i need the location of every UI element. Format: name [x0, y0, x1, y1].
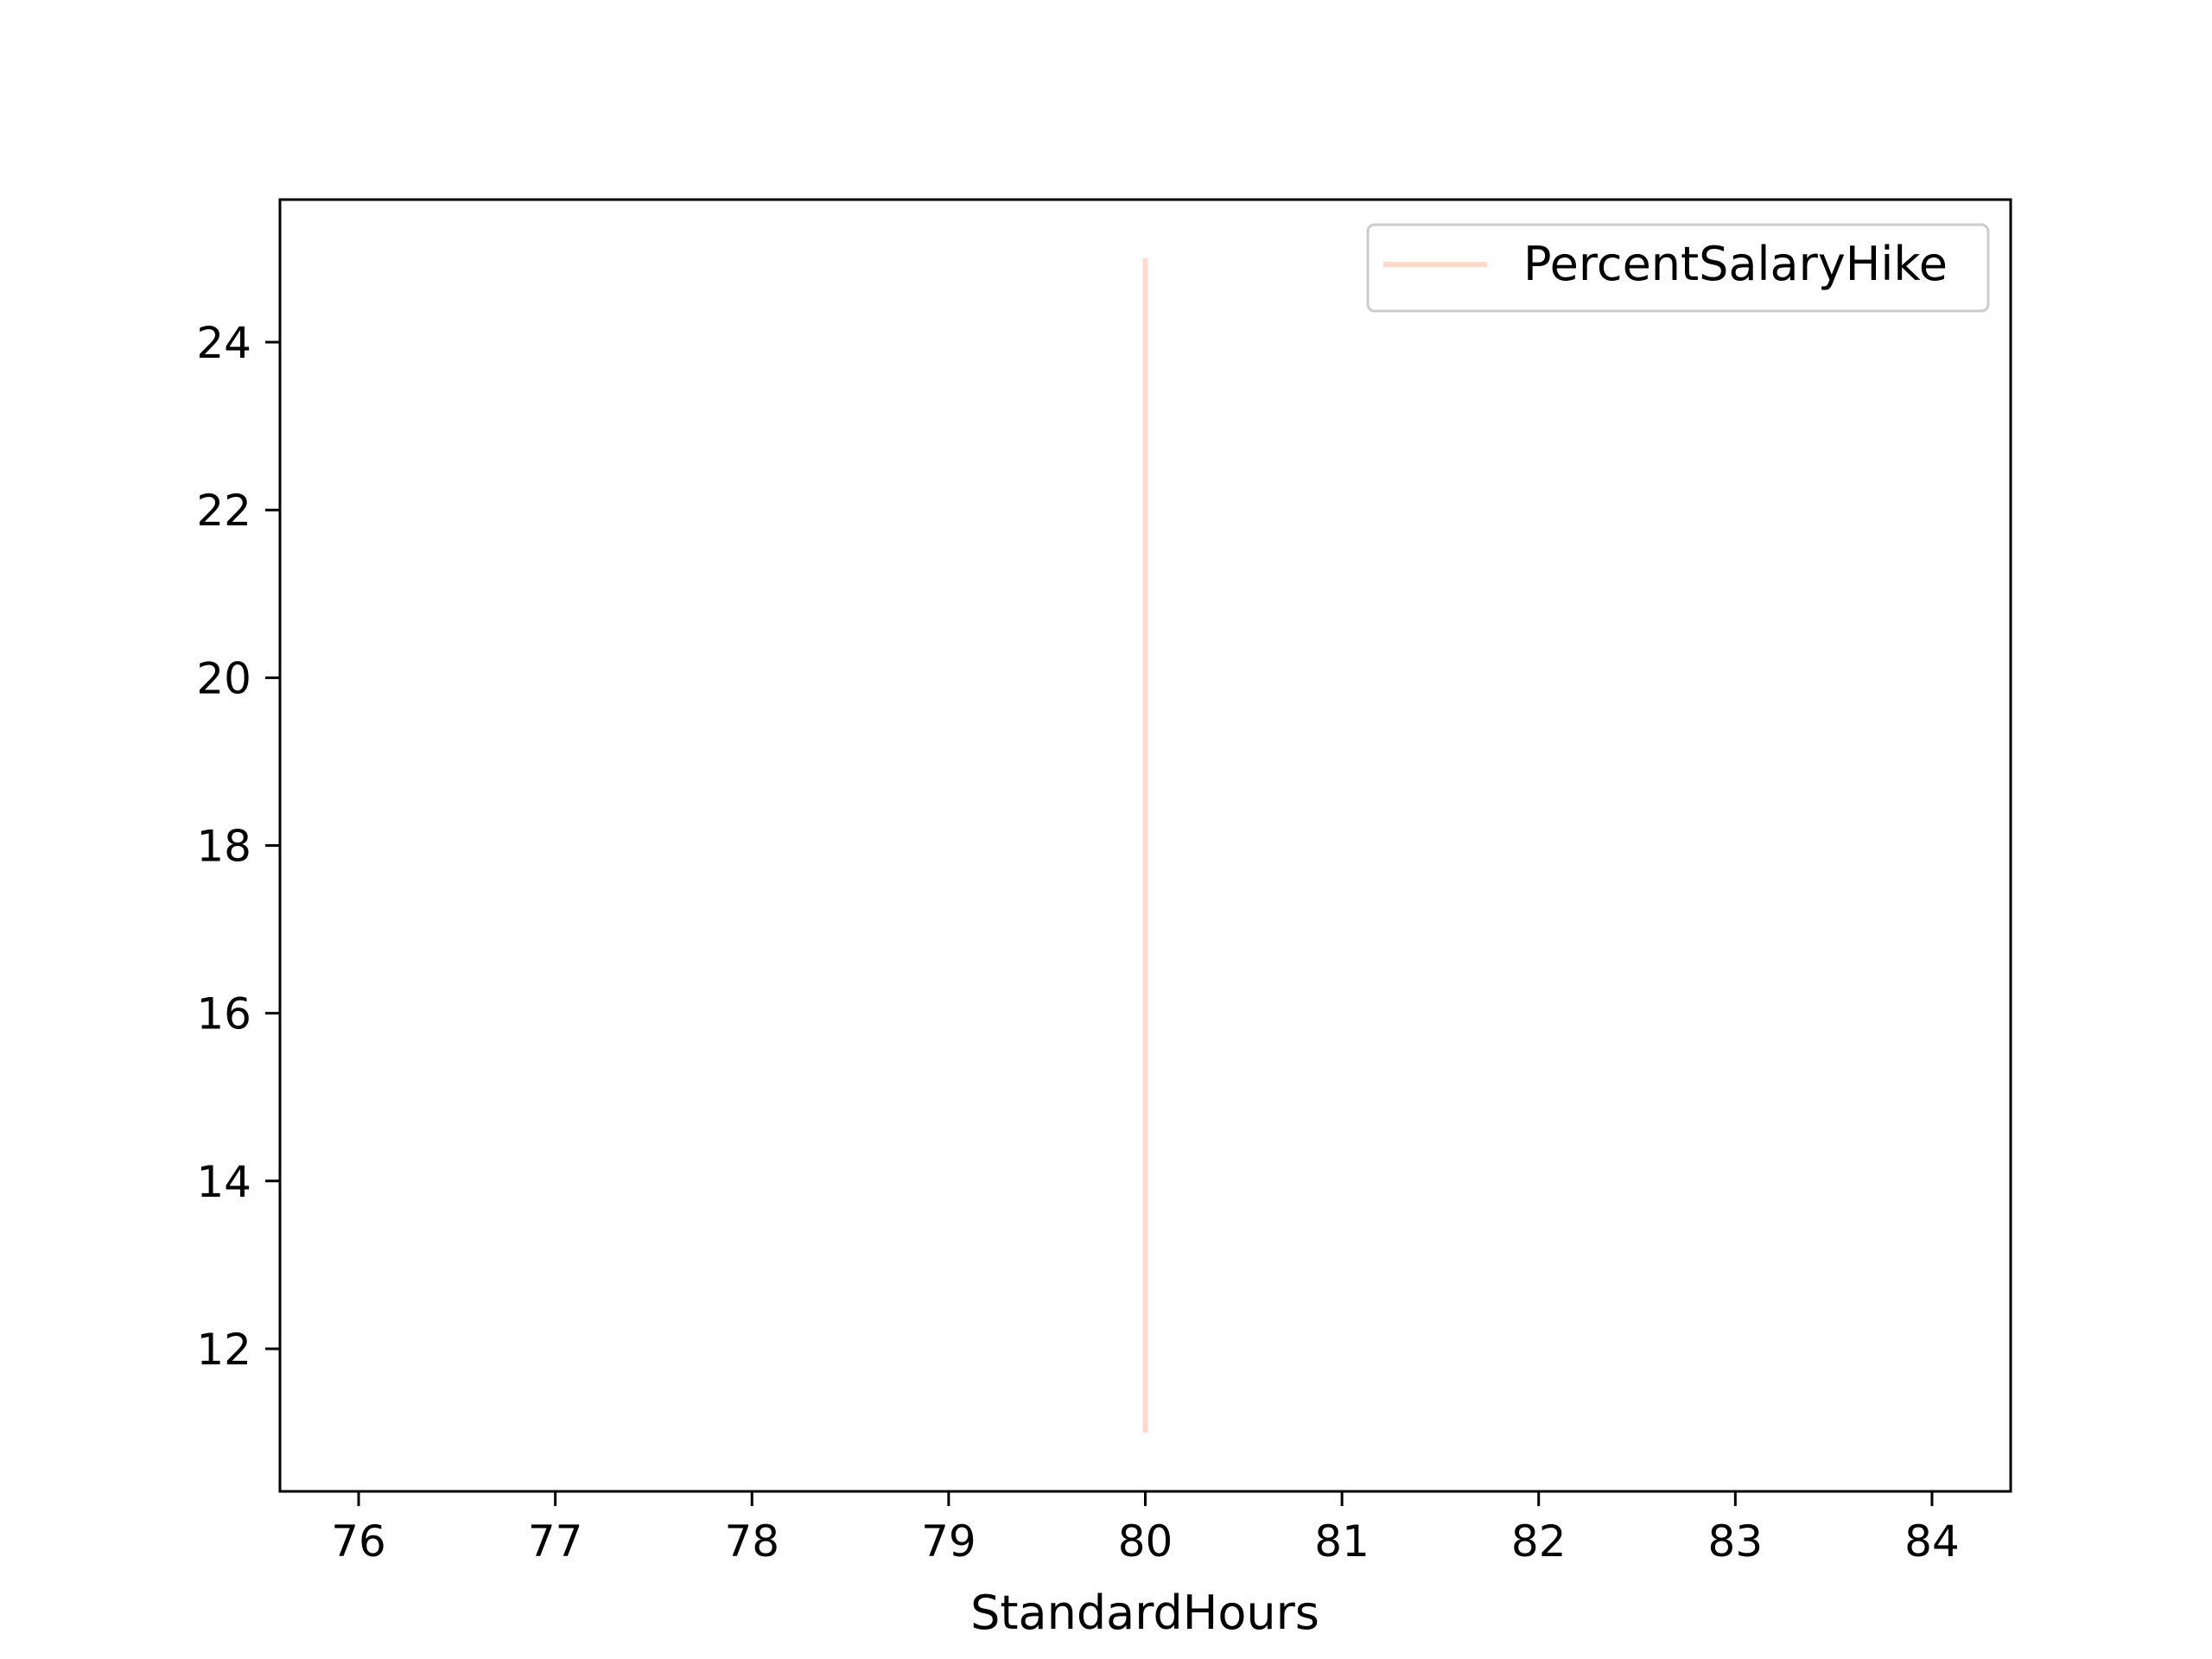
y-tick-label-1: 14 — [196, 1157, 251, 1207]
legend-label: PercentSalaryHike — [1523, 237, 1948, 291]
x-tick-label-1: 77 — [528, 1516, 583, 1567]
y-tick-label-4: 20 — [196, 653, 251, 703]
x-axis: 76 77 78 79 80 81 82 83 84 — [331, 1491, 1960, 1567]
x-tick-label-7: 83 — [1708, 1516, 1764, 1567]
y-axis: 12 14 16 18 20 22 24 — [196, 318, 280, 1375]
x-tick-label-0: 76 — [331, 1516, 386, 1567]
y-tick-label-5: 22 — [196, 486, 251, 536]
y-tick-label-6: 24 — [196, 318, 251, 368]
legend: PercentSalaryHike — [1366, 223, 1990, 313]
y-tick-label-2: 16 — [196, 989, 251, 1039]
x-tick-label-4: 80 — [1118, 1516, 1173, 1567]
x-tick-label-3: 79 — [921, 1516, 976, 1567]
x-tick-label-8: 84 — [1904, 1516, 1960, 1567]
x-tick-label-2: 78 — [724, 1516, 779, 1567]
x-tick-label-5: 81 — [1314, 1516, 1370, 1567]
y-tick-label-0: 12 — [196, 1325, 251, 1375]
y-tick-label-3: 18 — [196, 822, 251, 872]
x-axis-title: StandardHours — [970, 1586, 1319, 1640]
legend-box — [1366, 223, 1990, 313]
x-tick-label-6: 82 — [1511, 1516, 1567, 1567]
